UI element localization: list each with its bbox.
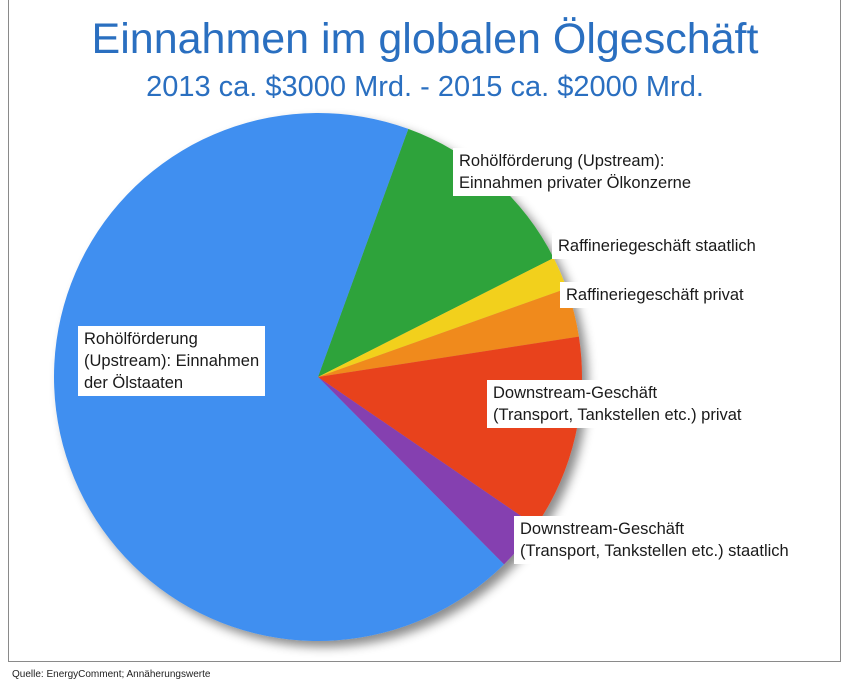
- slice-state-upstream: [53, 112, 505, 642]
- source-note: Quelle: EnergyComment; Annäherungswerte: [12, 669, 211, 680]
- chart-subtitle: 2013 ca. $3000 Mrd. - 2015 ca. $2000 Mrd…: [146, 71, 704, 103]
- slice-refining-private: [318, 288, 579, 377]
- slice-label-downstream-private: Downstream-Geschäft (Transport, Tankstel…: [487, 380, 748, 428]
- chart-title: Einnahmen im globalen Ölgeschäft: [91, 15, 759, 63]
- slice-label-refining-state: Raffineriegeschäft staatlich: [552, 233, 762, 259]
- slice-label-refining-private: Raffineriegeschäft privat: [560, 282, 750, 308]
- slice-label-private-upstream: Rohölförderung (Upstream): Einnahmen pri…: [453, 148, 698, 196]
- slice-refining-state: [318, 257, 567, 377]
- slice-label-downstream-state: Downstream-Geschäft (Transport, Tankstel…: [514, 516, 795, 564]
- slice-label-state-upstream: Rohölförderung (Upstream): Einnahmen der…: [78, 326, 266, 396]
- slice-downstream-state: [318, 377, 536, 565]
